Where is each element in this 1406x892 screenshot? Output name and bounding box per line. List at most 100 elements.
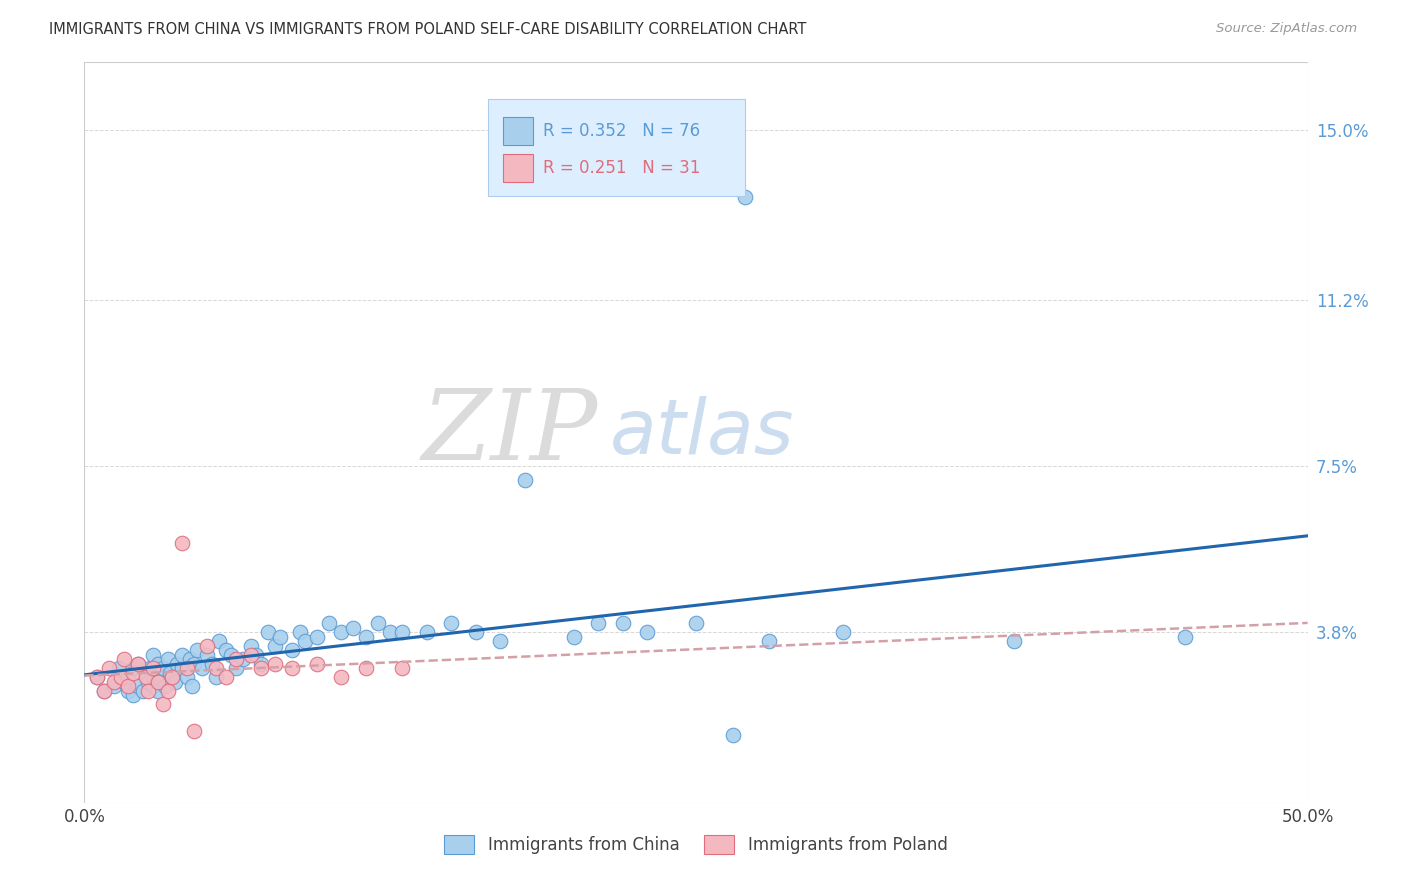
Point bbox=[342, 621, 364, 635]
Point bbox=[281, 643, 304, 657]
Point bbox=[142, 648, 165, 662]
Point bbox=[1002, 634, 1025, 648]
Point bbox=[162, 670, 184, 684]
Point bbox=[249, 657, 271, 671]
Point bbox=[305, 657, 328, 671]
Point bbox=[159, 665, 181, 680]
Point bbox=[239, 639, 262, 653]
Point bbox=[294, 634, 316, 648]
Text: atlas: atlas bbox=[610, 396, 794, 469]
Point bbox=[281, 661, 304, 675]
Point bbox=[215, 643, 238, 657]
Point bbox=[97, 661, 120, 675]
FancyBboxPatch shape bbox=[488, 99, 745, 195]
Point bbox=[191, 661, 214, 675]
Point bbox=[117, 679, 139, 693]
Point bbox=[1174, 630, 1197, 644]
Point bbox=[136, 683, 159, 698]
Point bbox=[139, 661, 162, 675]
Point bbox=[225, 652, 247, 666]
Point bbox=[112, 674, 135, 689]
Point bbox=[318, 616, 340, 631]
Point bbox=[195, 639, 218, 653]
Point bbox=[172, 661, 194, 675]
Point bbox=[103, 679, 125, 693]
Point bbox=[305, 630, 328, 644]
Point bbox=[513, 473, 536, 487]
Point bbox=[107, 661, 129, 675]
Point bbox=[205, 661, 228, 675]
Point bbox=[257, 625, 280, 640]
Point bbox=[153, 679, 176, 693]
Point bbox=[367, 616, 389, 631]
Point bbox=[162, 670, 184, 684]
Point bbox=[122, 665, 145, 680]
Point bbox=[215, 670, 238, 684]
Point bbox=[245, 648, 267, 662]
Point bbox=[142, 679, 165, 693]
Point bbox=[163, 674, 186, 689]
Point bbox=[127, 679, 149, 693]
Point bbox=[636, 625, 658, 640]
Point bbox=[146, 670, 169, 684]
Point bbox=[86, 670, 108, 684]
Point bbox=[734, 190, 756, 204]
Point bbox=[122, 688, 145, 702]
Point bbox=[205, 670, 228, 684]
Point bbox=[152, 661, 174, 675]
Point bbox=[181, 679, 204, 693]
Point bbox=[172, 648, 194, 662]
Point bbox=[166, 657, 188, 671]
Point bbox=[127, 657, 149, 671]
Point bbox=[391, 661, 413, 675]
Point bbox=[831, 625, 853, 640]
Point bbox=[225, 661, 247, 675]
Point bbox=[156, 652, 179, 666]
Point bbox=[330, 670, 353, 684]
Point bbox=[135, 665, 157, 680]
Point bbox=[232, 652, 254, 666]
Point bbox=[288, 625, 311, 640]
Point bbox=[721, 729, 744, 743]
Point bbox=[183, 657, 205, 671]
Point bbox=[758, 634, 780, 648]
Point bbox=[239, 648, 262, 662]
Bar bbox=[503, 117, 533, 145]
Point bbox=[112, 652, 135, 666]
Point bbox=[103, 674, 125, 689]
Point bbox=[142, 661, 165, 675]
Point bbox=[186, 643, 208, 657]
Point bbox=[612, 616, 634, 631]
Point bbox=[86, 670, 108, 684]
Text: R = 0.251   N = 31: R = 0.251 N = 31 bbox=[543, 160, 700, 178]
Text: Source: ZipAtlas.com: Source: ZipAtlas.com bbox=[1216, 22, 1357, 36]
Point bbox=[264, 657, 287, 671]
Point bbox=[464, 625, 486, 640]
Point bbox=[264, 639, 287, 653]
Point bbox=[152, 697, 174, 711]
Point bbox=[269, 630, 291, 644]
Legend: Immigrants from China, Immigrants from Poland: Immigrants from China, Immigrants from P… bbox=[437, 829, 955, 861]
Point bbox=[391, 625, 413, 640]
Point bbox=[416, 625, 439, 640]
Point bbox=[93, 683, 115, 698]
Point bbox=[562, 630, 585, 644]
Point bbox=[354, 661, 377, 675]
Point bbox=[200, 657, 222, 671]
Point bbox=[146, 683, 169, 698]
Point bbox=[110, 670, 132, 684]
Point bbox=[183, 724, 205, 739]
Point bbox=[146, 674, 169, 689]
Point bbox=[146, 657, 169, 671]
Point bbox=[117, 683, 139, 698]
Point bbox=[176, 670, 198, 684]
Point bbox=[122, 661, 145, 675]
Point bbox=[117, 670, 139, 684]
Point bbox=[219, 648, 242, 662]
Point bbox=[586, 616, 609, 631]
Point bbox=[380, 625, 402, 640]
Bar bbox=[503, 154, 533, 182]
Point bbox=[135, 670, 157, 684]
Point bbox=[93, 683, 115, 698]
Text: ZIP: ZIP bbox=[422, 385, 598, 480]
